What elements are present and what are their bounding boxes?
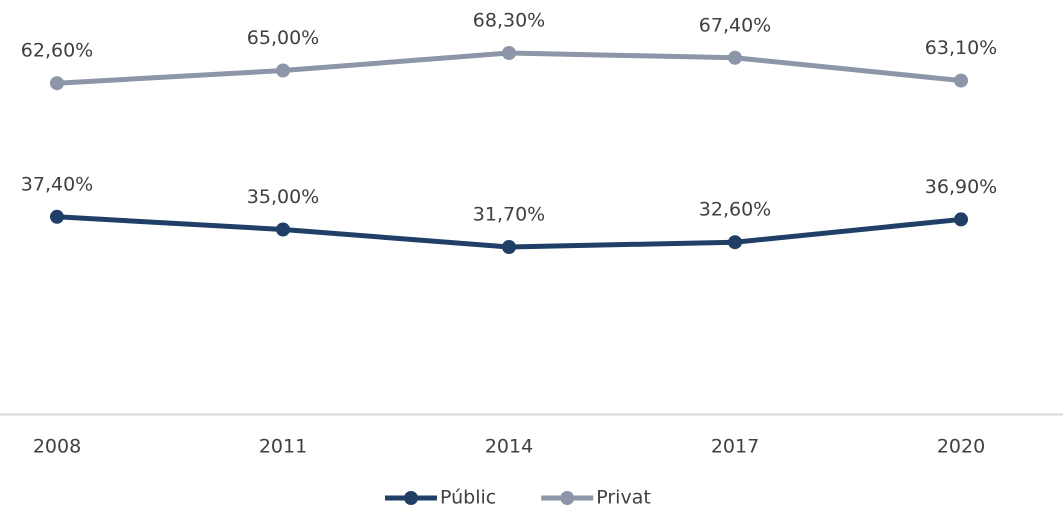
point [276, 222, 290, 237]
x-tick-label: 2014 [485, 436, 533, 458]
data-label: 68,30% [473, 10, 545, 32]
point [954, 212, 968, 227]
data-label: 32,60% [699, 199, 771, 221]
data-label: 36,90% [925, 176, 997, 198]
data-label: 65,00% [247, 27, 319, 49]
data-label: 37,40% [21, 173, 93, 195]
x-tick-label: 2011 [259, 436, 307, 458]
data-label: 67,40% [699, 14, 771, 36]
point [502, 46, 516, 61]
point [728, 50, 742, 65]
point [954, 73, 968, 88]
data-label: 35,00% [247, 186, 319, 208]
legend-label: Públic [440, 487, 496, 509]
legend-marker [404, 491, 418, 505]
legend-label: Privat [596, 487, 651, 509]
point [50, 209, 64, 224]
point [276, 63, 290, 78]
x-tick-label: 2017 [711, 436, 759, 458]
x-tick-label: 2008 [33, 436, 81, 458]
data-label: 62,60% [21, 40, 93, 62]
data-label: 63,10% [925, 37, 997, 59]
point [50, 76, 64, 91]
point [502, 239, 516, 254]
data-label: 31,70% [473, 203, 545, 225]
point [728, 235, 742, 250]
x-tick-label: 2020 [937, 436, 985, 458]
legend-marker [560, 491, 575, 505]
